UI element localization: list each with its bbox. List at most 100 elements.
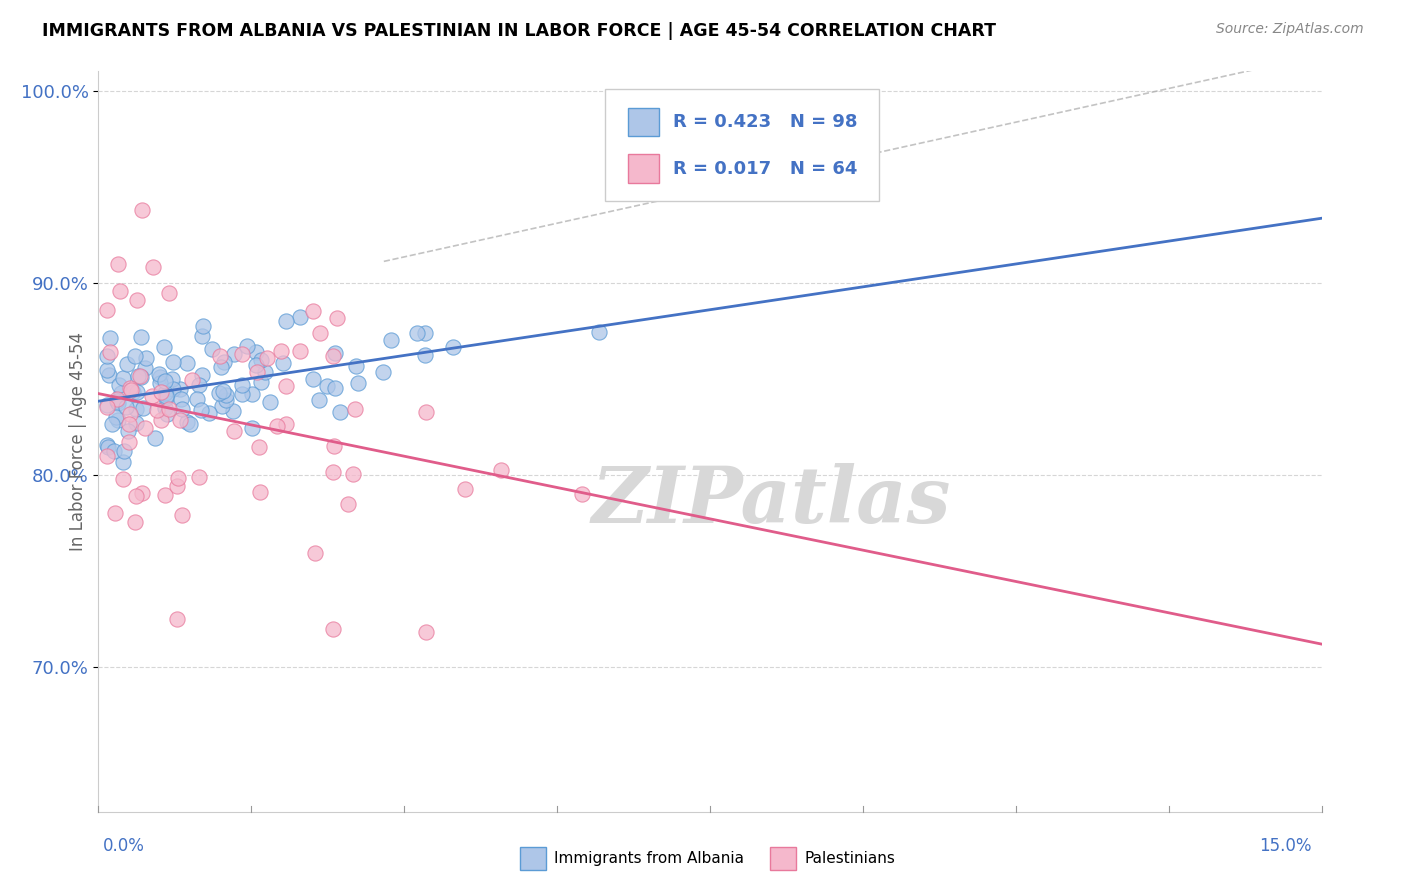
Point bbox=[415, 405, 437, 419]
Point bbox=[107, 413, 129, 427]
Point bbox=[191, 368, 214, 383]
Point bbox=[290, 344, 312, 359]
Point bbox=[112, 443, 135, 458]
Point bbox=[115, 357, 138, 371]
Text: Source: ZipAtlas.com: Source: ZipAtlas.com bbox=[1216, 22, 1364, 37]
Point bbox=[153, 339, 176, 353]
Point bbox=[172, 508, 194, 522]
Point bbox=[169, 413, 191, 427]
Point bbox=[117, 424, 139, 438]
Point bbox=[107, 378, 129, 392]
Point bbox=[96, 349, 118, 363]
Point bbox=[141, 389, 163, 403]
Point bbox=[96, 302, 118, 317]
Point bbox=[231, 347, 253, 361]
Point bbox=[131, 203, 153, 218]
Point bbox=[249, 484, 271, 499]
Point bbox=[107, 396, 129, 410]
Point bbox=[131, 486, 153, 500]
Point bbox=[245, 345, 267, 359]
Text: Immigrants from Albania: Immigrants from Albania bbox=[554, 851, 744, 865]
Point bbox=[322, 349, 344, 363]
Point bbox=[105, 393, 128, 408]
Point bbox=[96, 401, 118, 415]
Point bbox=[322, 622, 344, 636]
Point bbox=[124, 349, 146, 363]
Point bbox=[188, 377, 211, 392]
Point bbox=[124, 516, 146, 530]
Point bbox=[157, 286, 180, 301]
Point bbox=[162, 355, 184, 369]
Point bbox=[111, 455, 134, 469]
Point bbox=[153, 488, 176, 502]
Point bbox=[118, 417, 141, 431]
Point bbox=[186, 392, 208, 407]
Point bbox=[209, 359, 232, 374]
Text: R = 0.017   N = 64: R = 0.017 N = 64 bbox=[673, 160, 858, 178]
Point bbox=[96, 398, 118, 412]
Point bbox=[120, 381, 142, 395]
Point bbox=[179, 417, 201, 431]
Point bbox=[118, 434, 141, 449]
Point bbox=[326, 311, 349, 326]
Text: ZIPatlas: ZIPatlas bbox=[592, 463, 950, 539]
Point bbox=[149, 376, 172, 391]
Point bbox=[166, 612, 188, 626]
Point bbox=[191, 328, 214, 343]
Point bbox=[157, 402, 180, 417]
Point bbox=[124, 402, 146, 417]
Point bbox=[415, 348, 437, 362]
Point bbox=[96, 438, 118, 452]
Point bbox=[100, 417, 122, 431]
Point bbox=[371, 365, 394, 379]
Point bbox=[274, 417, 297, 431]
Point bbox=[323, 439, 346, 453]
Point bbox=[208, 385, 231, 400]
Point bbox=[129, 369, 152, 384]
Point bbox=[110, 385, 132, 400]
Point bbox=[322, 466, 344, 480]
Text: IMMIGRANTS FROM ALBANIA VS PALESTINIAN IN LABOR FORCE | AGE 45-54 CORRELATION CH: IMMIGRANTS FROM ALBANIA VS PALESTINIAN I… bbox=[42, 22, 997, 40]
Point bbox=[105, 392, 128, 407]
Point bbox=[124, 416, 146, 430]
Point bbox=[125, 293, 148, 307]
Point bbox=[160, 372, 183, 386]
Point bbox=[302, 303, 325, 318]
Point bbox=[380, 333, 402, 347]
Point bbox=[149, 369, 172, 384]
Point bbox=[254, 365, 277, 379]
Point bbox=[259, 395, 281, 409]
Point bbox=[329, 405, 352, 419]
Point bbox=[98, 368, 121, 382]
Point bbox=[120, 383, 142, 397]
Point bbox=[489, 463, 512, 477]
Point bbox=[270, 343, 292, 358]
Point bbox=[129, 330, 152, 344]
Point bbox=[344, 402, 367, 417]
Point bbox=[215, 388, 238, 402]
Point bbox=[336, 497, 359, 511]
Point bbox=[134, 360, 156, 375]
Text: Palestinians: Palestinians bbox=[804, 851, 896, 865]
Point bbox=[198, 406, 221, 420]
Point bbox=[169, 382, 191, 396]
Point bbox=[323, 346, 346, 360]
Point bbox=[167, 471, 190, 485]
Point bbox=[156, 407, 179, 421]
Point bbox=[148, 367, 170, 381]
Point bbox=[108, 284, 131, 298]
Point bbox=[155, 389, 177, 403]
Point bbox=[211, 399, 233, 413]
Point bbox=[274, 314, 297, 328]
Point bbox=[129, 368, 152, 383]
Point bbox=[191, 318, 214, 333]
Point bbox=[128, 368, 150, 383]
Point bbox=[405, 326, 427, 340]
Point bbox=[115, 400, 138, 414]
Point bbox=[571, 487, 593, 501]
Point bbox=[176, 356, 198, 370]
Point bbox=[215, 392, 238, 407]
Point bbox=[316, 379, 339, 393]
Text: 0.0%: 0.0% bbox=[103, 837, 145, 855]
Point bbox=[347, 376, 370, 390]
